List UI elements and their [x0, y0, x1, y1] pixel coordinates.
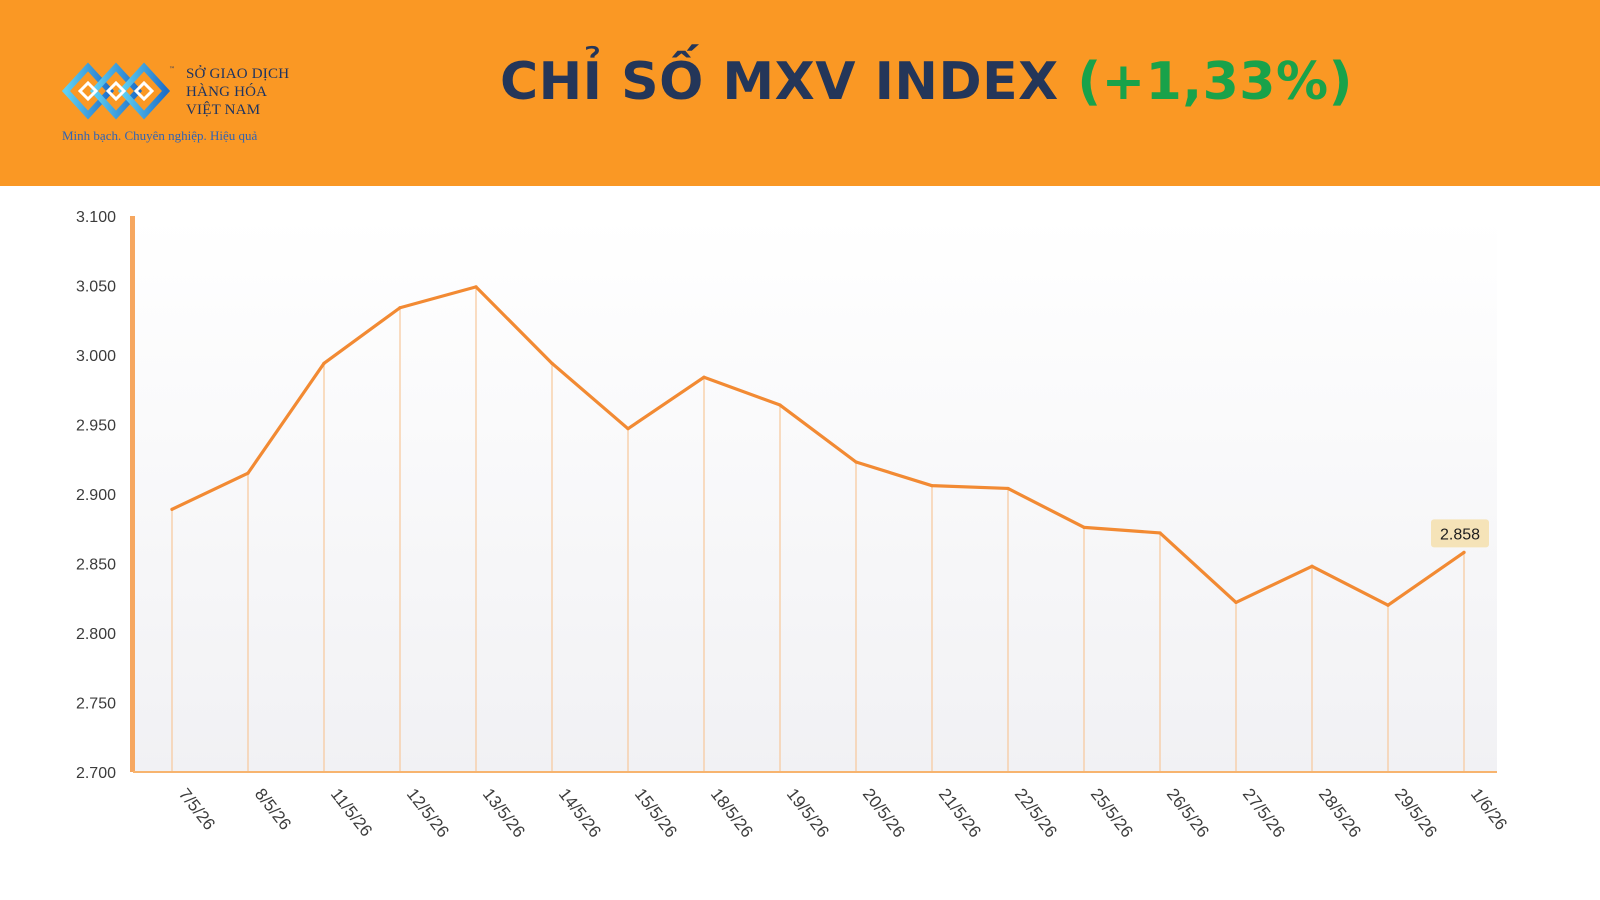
- x-tick-label: 18/5/26: [707, 785, 757, 841]
- mxv-logo: ™ SỞ GIAO DỊCH HÀNG HÓA VIỆT NAM Minh bạ…: [62, 62, 302, 152]
- y-tick-label: 2.950: [76, 418, 116, 435]
- y-tick-label: 2.900: [76, 487, 116, 504]
- y-tick-label: 3.050: [76, 279, 116, 296]
- last-value-label-text: 2.858: [1440, 526, 1480, 543]
- data-point: [170, 507, 174, 511]
- data-point: [550, 361, 554, 365]
- x-tick-label: 22/5/26: [1011, 785, 1061, 841]
- logo-tagline: Minh bạch. Chuyên nghiệp. Hiệu quả: [62, 128, 258, 143]
- x-tick-label: 19/5/26: [783, 785, 833, 841]
- logo-line-1: SỞ GIAO DỊCH: [186, 66, 290, 82]
- last-value-label: 2.858: [1431, 519, 1489, 548]
- x-tick-label: 29/5/26: [1391, 785, 1441, 841]
- data-point: [778, 403, 782, 407]
- mxv-logo-mark-icon: ™: [62, 62, 175, 120]
- svg-text:™: ™: [169, 66, 175, 73]
- data-point: [702, 375, 706, 379]
- data-point: [626, 427, 630, 431]
- data-point: [322, 361, 326, 365]
- x-tick-label: 26/5/26: [1163, 785, 1213, 841]
- x-tick-label: 12/5/26: [403, 785, 453, 841]
- x-tick-label: 14/5/26: [555, 785, 605, 841]
- x-tick-label: 21/5/26: [935, 785, 985, 841]
- mxv-index-line-chart: 3.100 3.050 3.000 2.950 2.900 2.850 2.800 2.750…: [76, 209, 1511, 841]
- data-point: [1386, 603, 1390, 607]
- title-text: CHỈ SỐ MXV INDEX: [500, 52, 1059, 112]
- data-point: [1234, 600, 1238, 605]
- data-point: [1158, 531, 1162, 535]
- data-point: [398, 306, 402, 310]
- x-tick-label: 25/5/26: [1087, 785, 1137, 841]
- data-point: [1310, 564, 1314, 568]
- data-point: [474, 285, 478, 289]
- x-tick-label: 7/5/26: [175, 785, 219, 834]
- data-point: [1006, 486, 1010, 491]
- data-point: [246, 471, 250, 475]
- plot-background: [133, 216, 1497, 772]
- x-tick-label: 15/5/26: [631, 785, 681, 841]
- logo-name: SỞ GIAO DỊCH HÀNG HÓA VIỆT NAM: [186, 65, 289, 119]
- y-tick-label: 3.000: [76, 348, 116, 365]
- x-tick-label: 20/5/26: [859, 785, 909, 841]
- header-banner: ™ SỞ GIAO DỊCH HÀNG HÓA VIỆT NAM Minh bạ…: [0, 0, 1600, 186]
- logo-line-2: HÀNG HÓA: [186, 84, 268, 100]
- x-tick-label: 13/5/26: [479, 785, 529, 841]
- series-line: [170, 285, 1466, 607]
- y-tick-label: 2.800: [76, 626, 116, 643]
- data-point: [930, 484, 934, 488]
- title-change-percent: (+1,33%): [1077, 52, 1353, 112]
- x-tick-label: 11/5/26: [327, 785, 376, 840]
- y-tick-label: 2.750: [76, 696, 116, 713]
- page-title: CHỈ SỐ MXV INDEX (+1,33%): [500, 52, 1353, 112]
- x-tick-label: 1/6/26: [1467, 785, 1511, 834]
- last-value-label-bg: [1431, 519, 1489, 548]
- logo-line-3: VIỆT NAM: [186, 102, 261, 118]
- y-axis-line: [130, 216, 135, 772]
- chart-area: 3.100 3.050 3.000 2.950 2.900 2.850 2.800 2.750…: [0, 186, 1600, 900]
- x-tick-label: 27/5/26: [1239, 785, 1289, 841]
- y-tick-label: 2.850: [76, 557, 116, 574]
- y-tick-label: 3.100: [76, 209, 116, 226]
- data-point: [1462, 550, 1466, 554]
- data-point: [1082, 525, 1086, 529]
- x-tick-label: 28/5/26: [1315, 785, 1365, 841]
- y-tick-label: 2.700: [76, 765, 116, 782]
- data-point: [854, 460, 858, 464]
- x-tick-label: 8/5/26: [251, 785, 295, 834]
